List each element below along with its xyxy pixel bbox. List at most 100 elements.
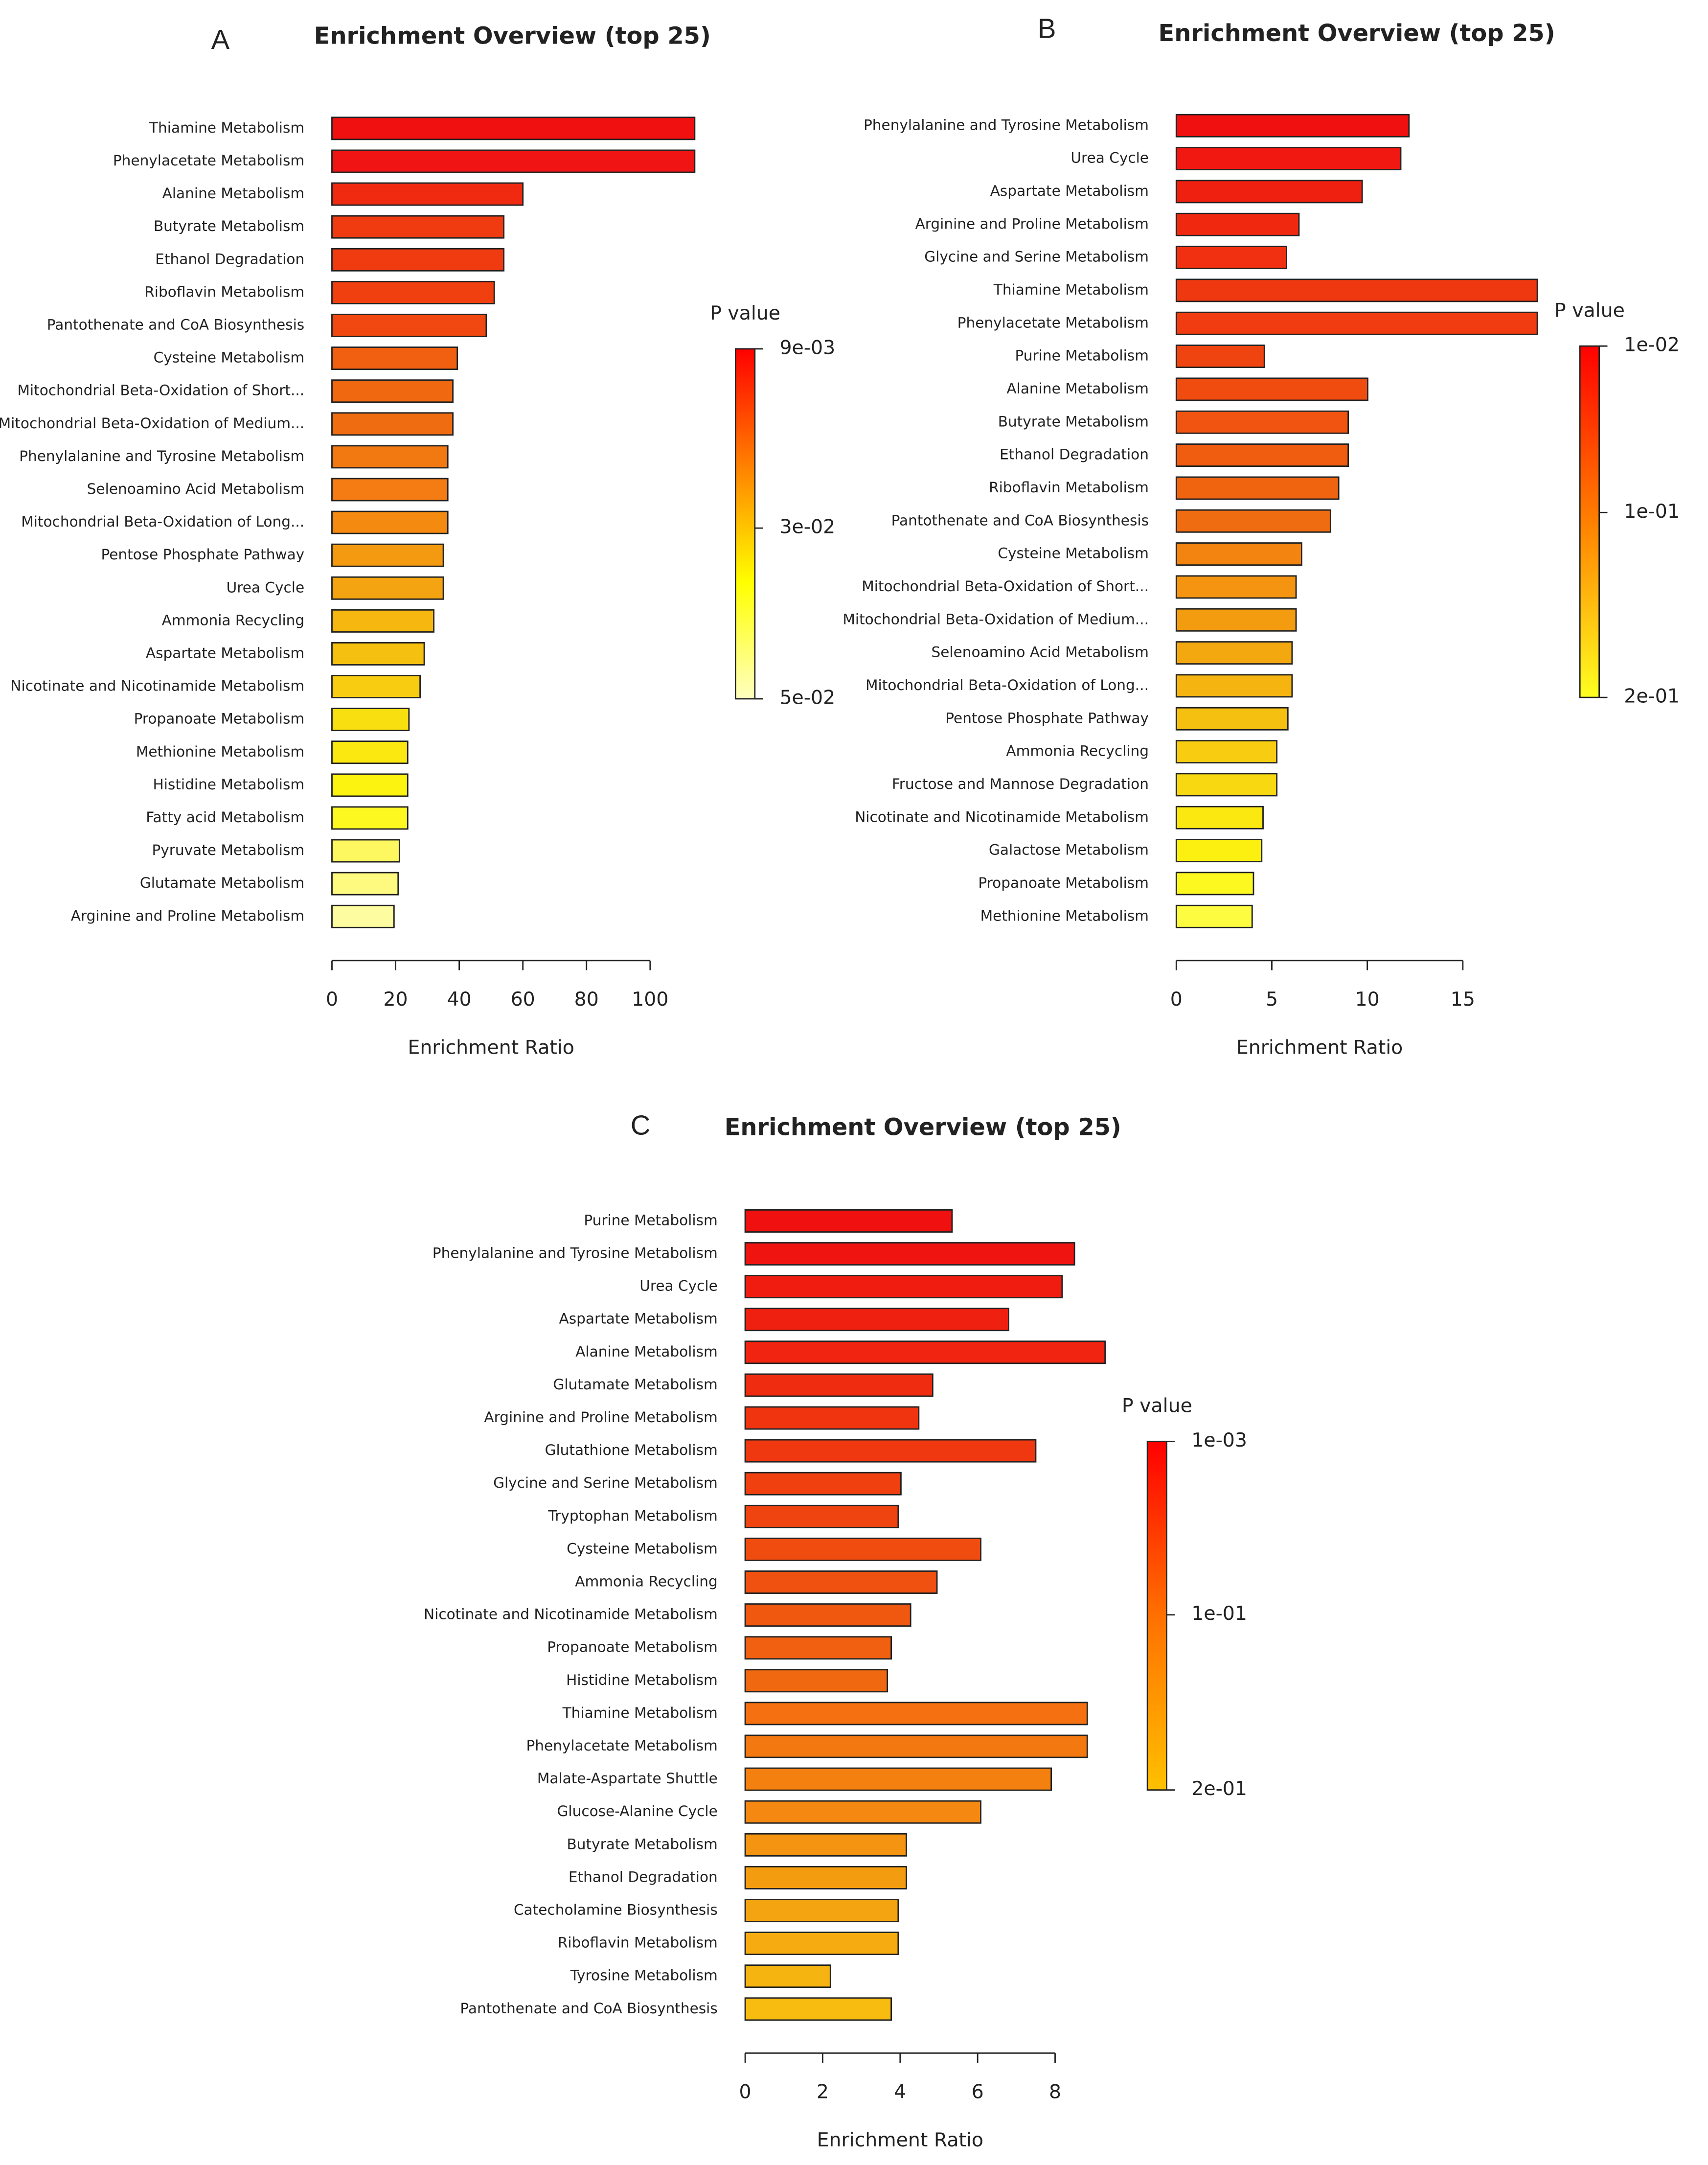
bar bbox=[1175, 114, 1410, 138]
bar bbox=[744, 1504, 899, 1528]
category-label: Catecholamine Biosynthesis bbox=[514, 1902, 718, 1918]
bar bbox=[744, 1308, 1009, 1332]
bar bbox=[331, 412, 454, 436]
category-label: Ethanol Degradation bbox=[1000, 446, 1149, 463]
category-label: Cysteine Metabolism bbox=[567, 1540, 718, 1557]
bar bbox=[331, 740, 409, 764]
bar bbox=[331, 215, 505, 239]
category-label: Nicotinate and Nicotinamide Metabolism bbox=[10, 678, 304, 694]
category-label: Propanoate Metabolism bbox=[547, 1639, 718, 1656]
category-label: Arginine and Proline Metabolism bbox=[71, 907, 304, 924]
bar bbox=[1175, 904, 1253, 928]
bar bbox=[744, 1997, 892, 2021]
x-tick-label: 40 bbox=[447, 988, 472, 1011]
bar bbox=[1175, 806, 1264, 829]
x-tick-label: 80 bbox=[574, 988, 599, 1011]
colorbar-tick-label: 1e-03 bbox=[1191, 1429, 1247, 1451]
bar bbox=[1175, 410, 1349, 434]
bar bbox=[1175, 147, 1402, 171]
category-label: Butyrate Metabolism bbox=[154, 218, 304, 234]
category-label: Glycine and Serine Metabolism bbox=[924, 249, 1149, 265]
category-label: Phenylacetate Metabolism bbox=[113, 152, 304, 169]
bar bbox=[1175, 872, 1254, 896]
x-tick-label: 0 bbox=[1170, 988, 1183, 1011]
category-label: Malate-Aspartate Shuttle bbox=[537, 1770, 718, 1787]
x-tick-label: 5 bbox=[1266, 988, 1278, 1011]
bar bbox=[1175, 443, 1349, 467]
colorbar-title: P value bbox=[1554, 299, 1625, 322]
bar bbox=[1175, 674, 1293, 698]
category-label: Thiamine Metabolism bbox=[562, 1704, 718, 1721]
bar bbox=[744, 1800, 981, 1824]
category-label: Selenoamino Acid Metabolism bbox=[931, 644, 1149, 661]
category-label: Purine Metabolism bbox=[1015, 347, 1149, 364]
category-label: Mitochondrial Beta-Oxidation of Medium..… bbox=[0, 415, 304, 432]
category-label: Urea Cycle bbox=[1070, 150, 1149, 166]
category-label: Galactose Metabolism bbox=[989, 842, 1149, 858]
bar bbox=[331, 609, 435, 633]
category-label: Mitochondrial Beta-Oxidation of Short... bbox=[862, 578, 1149, 595]
category-label: Methionine Metabolism bbox=[136, 743, 304, 760]
category-label: Aspartate Metabolism bbox=[990, 183, 1149, 199]
x-axis-label: Enrichment Ratio bbox=[408, 1036, 574, 1059]
colorbar bbox=[1146, 1440, 1167, 1791]
category-label: Mitochondrial Beta-Oxidation of Medium..… bbox=[843, 611, 1149, 627]
bar bbox=[744, 1734, 1088, 1758]
bar bbox=[744, 1833, 907, 1857]
bar bbox=[331, 280, 495, 304]
bar bbox=[1175, 345, 1265, 369]
category-label: Phenylalanine and Tyrosine Metabolism bbox=[864, 116, 1149, 133]
category-label: Propanoate Metabolism bbox=[978, 875, 1149, 891]
colorbar-tick-label: 1e-02 bbox=[1624, 334, 1680, 356]
category-label: Urea Cycle bbox=[227, 579, 305, 596]
category-label: Glucose-Alanine Cycle bbox=[557, 1803, 718, 1820]
category-label: Phenylalanine and Tyrosine Metabolism bbox=[433, 1245, 718, 1262]
colorbar-tick-label: 1e-01 bbox=[1624, 500, 1680, 523]
bar bbox=[744, 1406, 920, 1430]
bar bbox=[744, 1209, 953, 1233]
colorbar bbox=[734, 348, 756, 700]
bar bbox=[331, 773, 409, 797]
x-tick-label: 0 bbox=[739, 2081, 752, 2103]
category-label: Phenylacetate Metabolism bbox=[957, 314, 1149, 331]
category-label: Pantothenate and CoA Biosynthesis bbox=[891, 512, 1149, 529]
x-tick-label: 4 bbox=[894, 2081, 906, 2103]
bar bbox=[331, 806, 409, 830]
bar bbox=[331, 708, 410, 732]
bar bbox=[331, 872, 399, 896]
category-label: Butyrate Metabolism bbox=[567, 1836, 718, 1852]
category-label: Ammonia Recycling bbox=[575, 1573, 718, 1590]
category-label: Cysteine Metabolism bbox=[154, 349, 305, 366]
category-label: Purine Metabolism bbox=[584, 1212, 717, 1228]
bar bbox=[744, 1866, 907, 1889]
colorbar bbox=[1579, 345, 1600, 698]
category-label: Nicotinate and Nicotinamide Metabolism bbox=[424, 1606, 718, 1623]
category-label: Riboflavin Metabolism bbox=[558, 1935, 718, 1951]
category-label: Ethanol Degradation bbox=[155, 251, 304, 267]
category-label: Ammonia Recycling bbox=[1006, 743, 1149, 760]
x-tick-label: 15 bbox=[1451, 988, 1475, 1011]
category-label: Glycine and Serine Metabolism bbox=[493, 1474, 718, 1491]
category-label: Urea Cycle bbox=[639, 1278, 718, 1294]
chart-title: Enrichment Overview (top 25) bbox=[1159, 20, 1555, 47]
category-label: Alanine Metabolism bbox=[1006, 380, 1149, 397]
category-label: Aspartate Metabolism bbox=[559, 1311, 718, 1327]
x-tick-label: 8 bbox=[1049, 2081, 1061, 2103]
category-label: Glutamate Metabolism bbox=[140, 875, 304, 891]
bar bbox=[744, 1373, 934, 1397]
colorbar-tick-label: 3e-02 bbox=[779, 516, 835, 538]
category-label: Riboflavin Metabolism bbox=[989, 479, 1149, 496]
category-label: Thiamine Metabolism bbox=[993, 281, 1149, 298]
bar bbox=[331, 510, 449, 534]
category-label: Cysteine Metabolism bbox=[998, 545, 1149, 562]
bar bbox=[744, 1767, 1052, 1791]
bar bbox=[1175, 180, 1363, 204]
category-label: Pantothenate and CoA Biosynthesis bbox=[47, 316, 304, 333]
category-label: Pantothenate and CoA Biosynthesis bbox=[460, 2000, 717, 2017]
category-label: Histidine Metabolism bbox=[566, 1672, 718, 1688]
category-label: Mitochondrial Beta-Oxidation of Long... bbox=[865, 677, 1149, 693]
category-label: Thiamine Metabolism bbox=[149, 119, 304, 136]
bar bbox=[744, 1570, 938, 1594]
